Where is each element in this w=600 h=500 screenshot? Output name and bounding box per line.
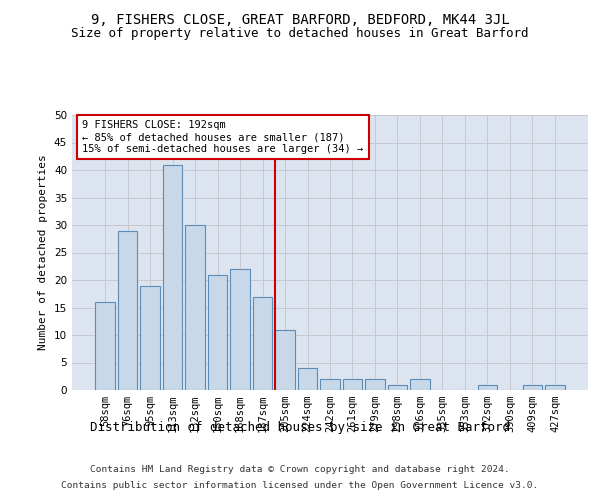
Bar [163, 164, 182, 390]
Bar [185, 225, 205, 390]
Bar [523, 384, 542, 390]
Bar [343, 379, 362, 390]
Bar [140, 286, 160, 390]
Bar [388, 384, 407, 390]
Bar [275, 330, 295, 390]
Text: Contains HM Land Registry data © Crown copyright and database right 2024.: Contains HM Land Registry data © Crown c… [90, 466, 510, 474]
Bar [410, 379, 430, 390]
Bar [253, 296, 272, 390]
Text: Size of property relative to detached houses in Great Barford: Size of property relative to detached ho… [71, 28, 529, 40]
Bar [95, 302, 115, 390]
Text: 9 FISHERS CLOSE: 192sqm
← 85% of detached houses are smaller (187)
15% of semi-d: 9 FISHERS CLOSE: 192sqm ← 85% of detache… [82, 120, 364, 154]
Bar [365, 379, 385, 390]
Bar [208, 274, 227, 390]
Text: 9, FISHERS CLOSE, GREAT BARFORD, BEDFORD, MK44 3JL: 9, FISHERS CLOSE, GREAT BARFORD, BEDFORD… [91, 12, 509, 26]
Bar [298, 368, 317, 390]
Bar [545, 384, 565, 390]
Text: Distribution of detached houses by size in Great Barford: Distribution of detached houses by size … [90, 421, 510, 434]
Bar [230, 269, 250, 390]
Bar [478, 384, 497, 390]
Text: Contains public sector information licensed under the Open Government Licence v3: Contains public sector information licen… [61, 480, 539, 490]
Y-axis label: Number of detached properties: Number of detached properties [38, 154, 49, 350]
Bar [118, 230, 137, 390]
Bar [320, 379, 340, 390]
